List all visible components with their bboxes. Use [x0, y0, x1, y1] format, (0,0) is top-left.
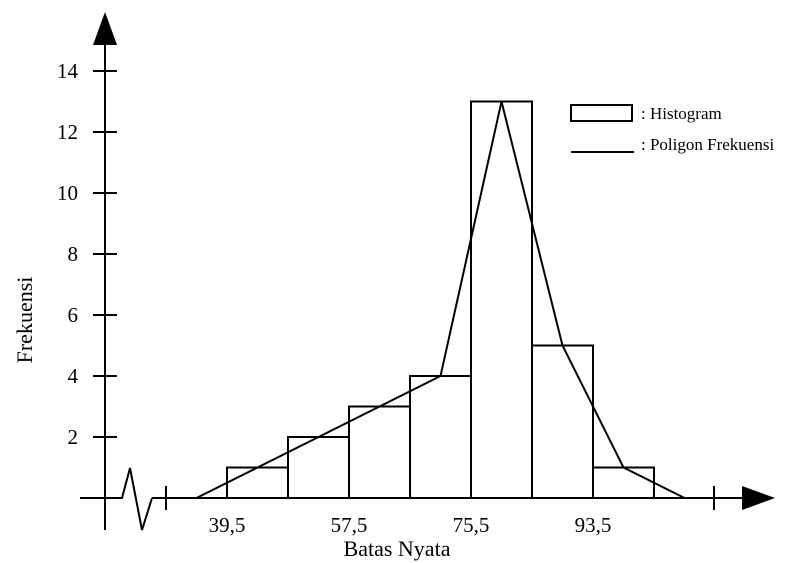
legend: : Histogram : Poligon Frekuensi — [570, 104, 774, 154]
frequency-polygon — [196, 101, 685, 499]
legend-histogram-swatch — [570, 104, 633, 122]
y-axis-label: Frekuensi — [12, 277, 37, 364]
histogram-bar — [287, 436, 350, 499]
histogram-bar — [470, 100, 533, 499]
y-tick-label: 10 — [57, 181, 78, 205]
histogram-bar — [531, 344, 594, 499]
x-tick-label: 57,5 — [331, 513, 368, 537]
frequency-polygon-line — [196, 101, 685, 499]
histogram-bars — [226, 100, 655, 499]
legend-histogram-label: : Histogram — [641, 104, 722, 123]
y-axis-ticks: 2 4 6 8 10 12 14 — [57, 59, 117, 449]
histogram-bar — [409, 375, 472, 499]
x-axis-arrow — [742, 486, 775, 510]
y-tick-label: 8 — [68, 242, 79, 266]
y-axis-arrow — [93, 12, 117, 45]
x-tick-label: 93,5 — [575, 513, 612, 537]
legend-polygon-label: : Poligon Frekuensi — [641, 135, 774, 154]
x-tick-label: 75,5 — [453, 513, 490, 537]
x-axis-tick-labels: 39,5 57,5 75,5 93,5 — [209, 513, 612, 537]
histogram-bar — [348, 405, 411, 499]
y-tick-label: 2 — [68, 425, 79, 449]
x-axis-break — [80, 467, 153, 531]
y-tick-label: 6 — [68, 303, 79, 327]
x-tick-label: 39,5 — [209, 513, 246, 537]
histogram-bar — [592, 466, 655, 499]
y-tick-label: 4 — [68, 364, 79, 388]
histogram-bar — [226, 466, 289, 499]
y-tick-label: 12 — [57, 120, 78, 144]
x-axis-label: Batas Nyata — [344, 536, 451, 561]
y-tick-label: 14 — [57, 59, 79, 83]
